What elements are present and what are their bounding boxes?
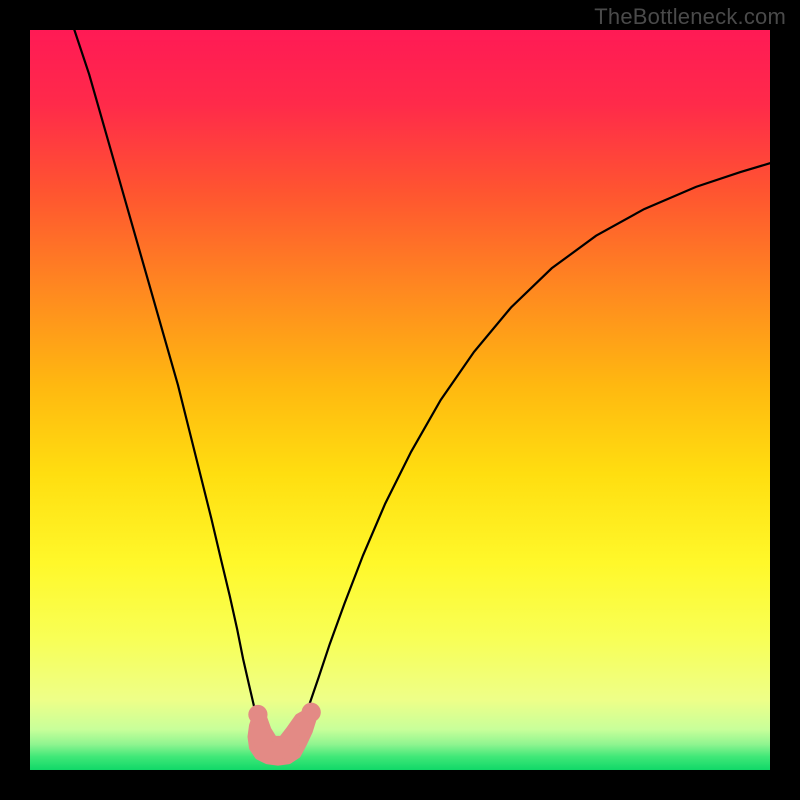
valley-marker-dot-left: [248, 705, 267, 724]
gradient-background: [30, 30, 770, 770]
plot-svg: [30, 30, 770, 770]
valley-marker-dot-right: [302, 703, 321, 722]
chart-frame: TheBottleneck.com: [0, 0, 800, 800]
watermark-text: TheBottleneck.com: [594, 4, 786, 30]
plot-area: [30, 30, 770, 770]
